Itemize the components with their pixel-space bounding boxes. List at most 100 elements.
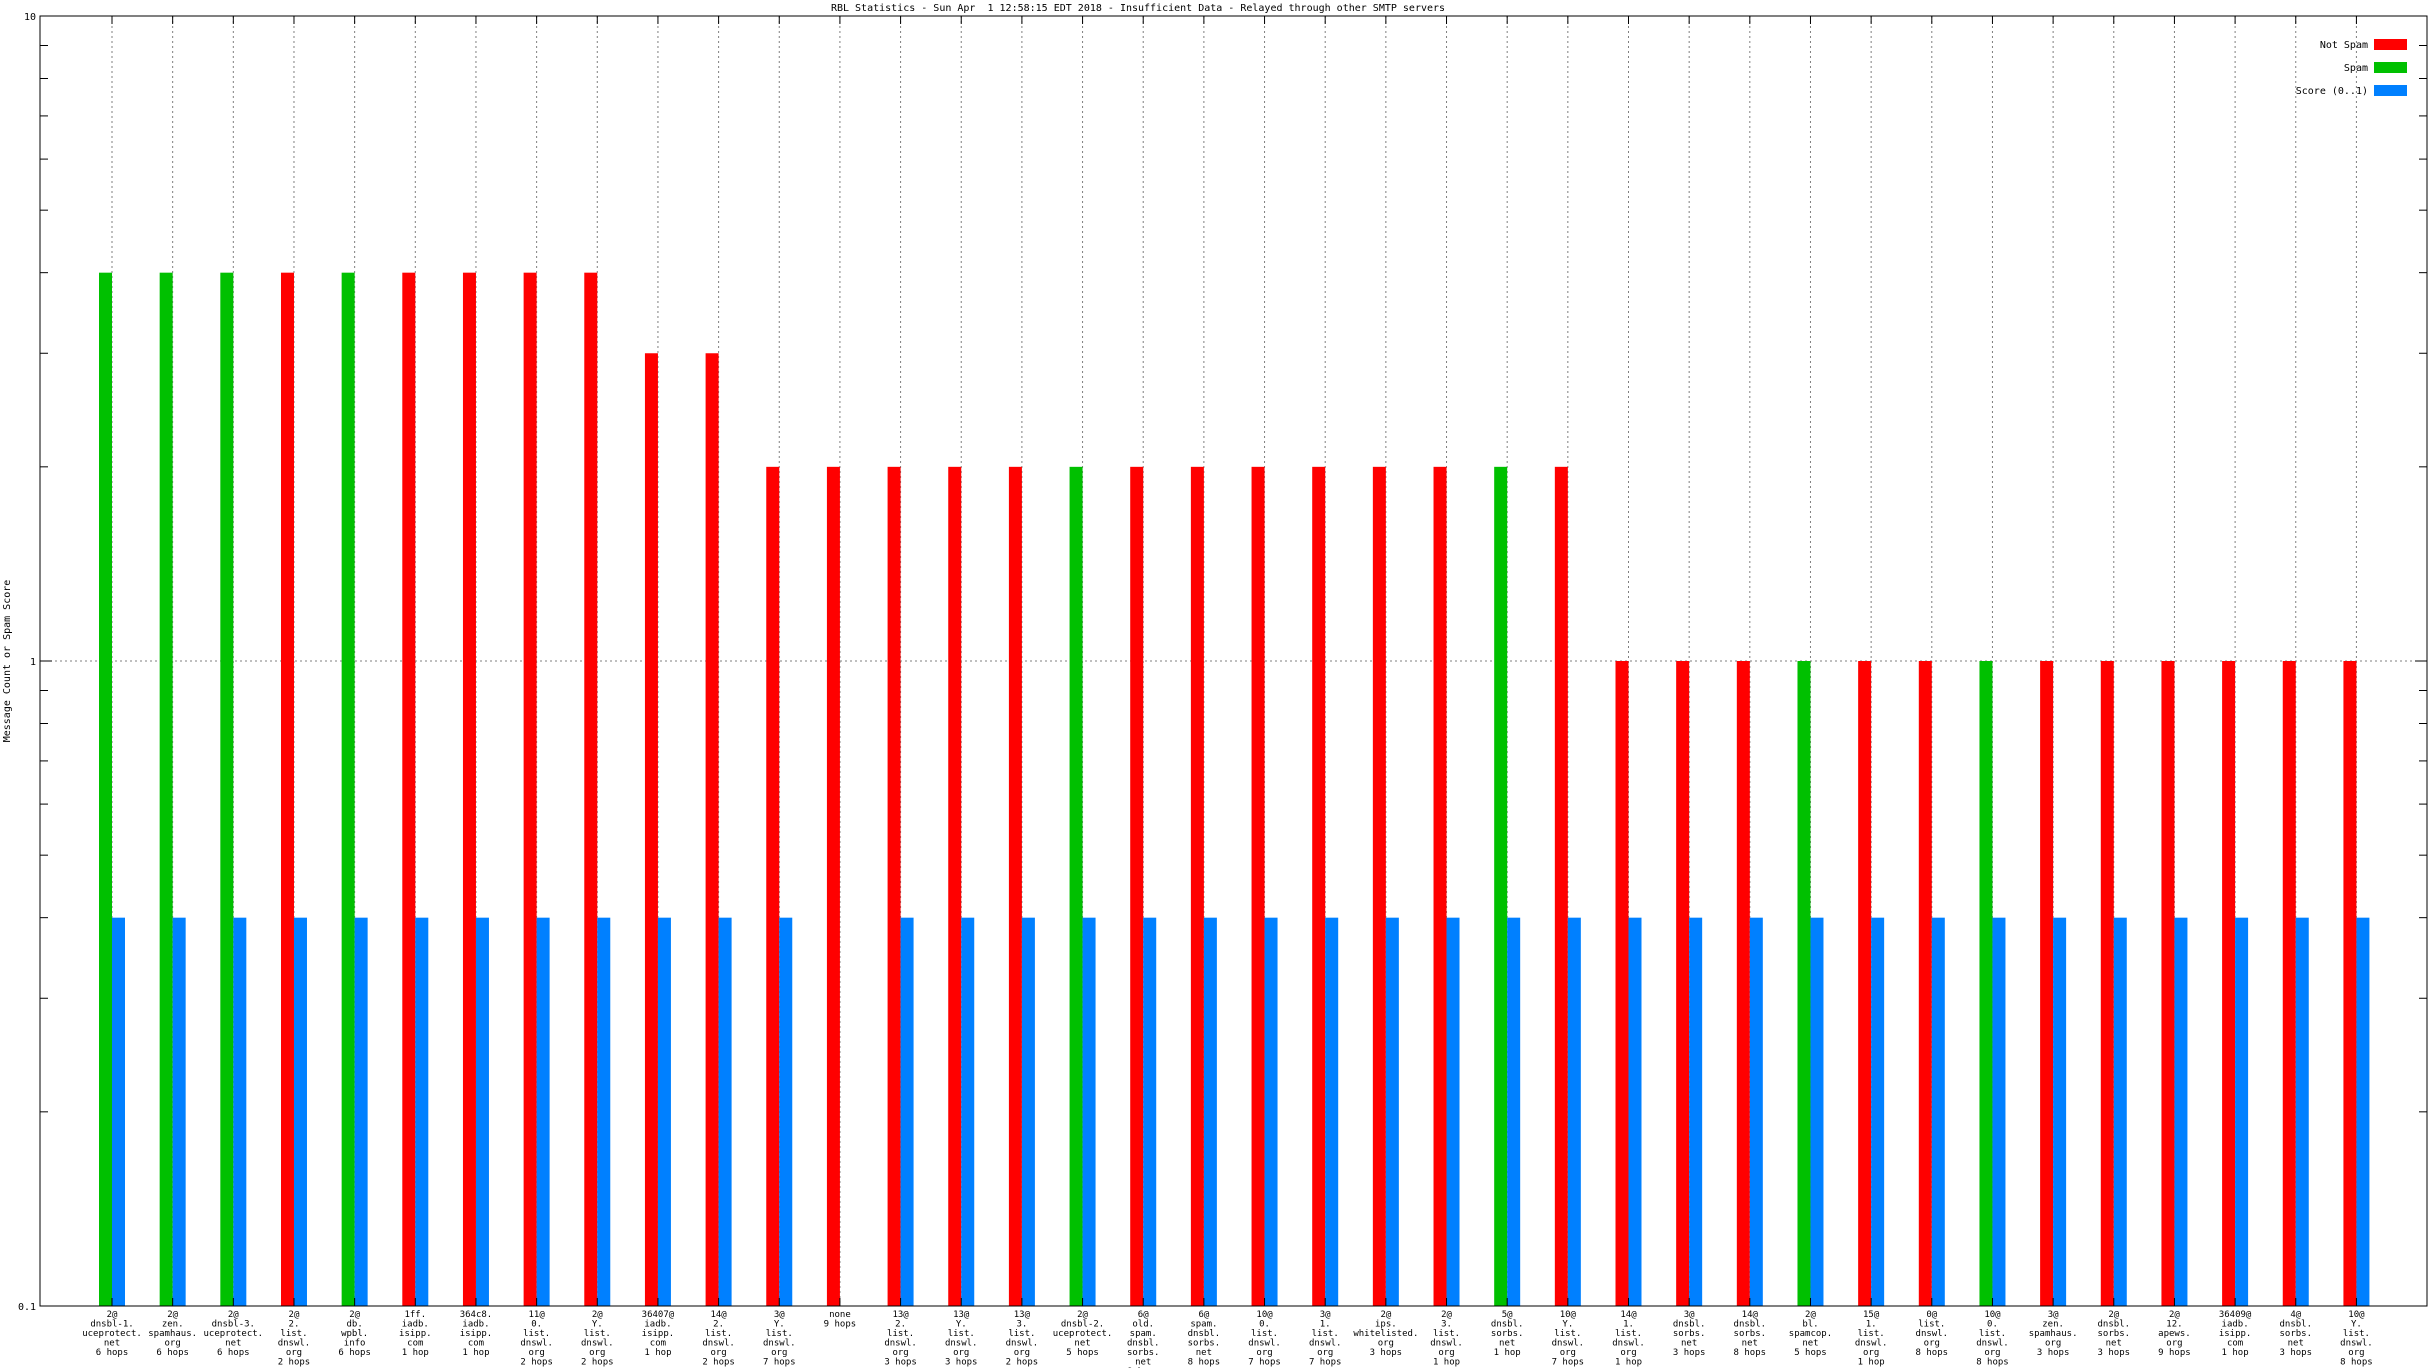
bar-score [1507, 917, 1521, 1306]
bar-not-spam [584, 272, 598, 1307]
x-tick-label-line: spamcop. [1789, 1329, 1832, 1339]
x-tick-label-line: 3@ [1684, 1310, 1695, 1320]
bar-spam [159, 272, 173, 1307]
x-tick-label-line: 3 hops [945, 1358, 978, 1368]
x-tick-label-line: 2@ [2169, 1310, 2180, 1320]
x-tick-label-line: 3. [1441, 1320, 1452, 1330]
x-tick-label-line: isipp. [460, 1329, 493, 1339]
legend-swatch-score [2374, 85, 2407, 96]
x-tick-label-line: net [225, 1339, 241, 1349]
bar-not-spam [644, 353, 658, 1306]
x-tick-label-line: 1 hop [1494, 1348, 1521, 1358]
x-tick-label-line: 8 hops [2340, 1358, 2373, 1368]
x-tick-label-line: 1 hop [462, 1348, 489, 1358]
x-tick-label-line: 10@ [1984, 1310, 2001, 1320]
bar-score [1689, 917, 1703, 1306]
x-tick-label-line: sorbs. [1734, 1329, 1767, 1339]
x-tick-label-line: 14@ [1620, 1310, 1637, 1320]
x-tick-label-line: dnswl. [884, 1339, 917, 1349]
bar-score [1992, 917, 2006, 1306]
bar-score [657, 917, 671, 1306]
x-tick-label-line: spam. [1190, 1320, 1217, 1330]
x-tick-label-line: dnsbl-1. [90, 1320, 133, 1330]
x-tick-label-line: 2@ [1805, 1310, 1816, 1320]
x-tick-label-line: 1. [1623, 1320, 1634, 1330]
bar-not-spam [1372, 466, 1386, 1306]
x-tick-label-line: org [165, 1339, 181, 1349]
x-tick-label-line: org [1256, 1348, 1272, 1358]
x-tick-label-line: dnswl. [1976, 1339, 2009, 1349]
x-tick-label-line: 2. [895, 1320, 906, 1330]
axes-frame-layer [39, 15, 2428, 1307]
x-tick-label-line: list. [1615, 1329, 1642, 1339]
x-tick-label-line: uceprotect. [1053, 1329, 1113, 1339]
bar-not-spam [948, 466, 962, 1306]
bar-not-spam [1190, 466, 1204, 1306]
x-tick-label-line: uceprotect. [204, 1329, 264, 1339]
x-tick-label-line: dnswl. [1552, 1339, 1585, 1349]
bar-score [354, 917, 368, 1306]
x-tick-label-line: 13@ [953, 1310, 970, 1320]
x-tick-label-line: dnswl. [763, 1339, 796, 1349]
x-tick-label-line: 2@ [1380, 1310, 1391, 1320]
x-tick-label-line: dnsbl-3. [212, 1320, 255, 1330]
y-axis-title: Message Count or Spam Score [2, 580, 13, 743]
bar-score [475, 917, 489, 1306]
x-tick-label-line: sorbs. [1127, 1348, 1160, 1358]
bar-score [172, 917, 186, 1306]
x-tick-label-line: 2@ [1441, 1310, 1452, 1320]
x-tick-label-line: 2 hops [702, 1358, 735, 1368]
y-axis-tick-label-10: 10 [24, 12, 36, 23]
x-tick-label-line: whitelisted. [1353, 1329, 1418, 1339]
x-tick-label-line: list. [1918, 1320, 1945, 1330]
bar-score [779, 917, 793, 1306]
x-tick-label-line: 14@ [1742, 1310, 1759, 1320]
x-tick-label-line: org [771, 1348, 787, 1358]
x-tick-label-line: 3 hops [2280, 1348, 2313, 1358]
x-tick-label-line: 6 hops [217, 1348, 250, 1358]
bar-spam [1069, 466, 1083, 1306]
x-tick-label-line: dnsbl-2. [1061, 1320, 1104, 1330]
bar-not-spam [402, 272, 416, 1307]
x-tick-label-line: Y. [956, 1320, 967, 1330]
bar-score [1567, 917, 1581, 1306]
x-tick-label-line: org [1560, 1348, 1576, 1358]
x-tick-label-line: 10@ [2348, 1310, 2365, 1320]
x-tick-label-line: 1 hop [2222, 1348, 2249, 1358]
x-tick-label-line: 2. [289, 1320, 300, 1330]
x-tick-label-line: 1 hop [1433, 1358, 1460, 1368]
x-tick-label-line: 3@ [2048, 1310, 2059, 1320]
x-tick-label-line: zen. [2042, 1320, 2064, 1330]
bar-score [1871, 917, 1885, 1306]
x-tick-label-line: net [104, 1339, 120, 1349]
x-tick-label-line: list. [887, 1329, 914, 1339]
bar-score [1810, 917, 1824, 1306]
x-tick-label-line: list. [523, 1329, 550, 1339]
x-tick-label-line: com [2227, 1339, 2243, 1349]
legend-swatch-not-spam [2374, 39, 2407, 50]
x-tick-label-line: 7 hops [1552, 1358, 1585, 1368]
bar-spam [220, 272, 234, 1307]
x-tick-label-line: list. [584, 1329, 611, 1339]
bar-not-spam [2343, 661, 2357, 1306]
x-tick-label-line: sorbs. [2098, 1329, 2131, 1339]
bar-not-spam [2040, 661, 2054, 1306]
x-tick-label-line: org [2166, 1339, 2182, 1349]
x-tick-label-line: dnsbl. [1127, 1339, 1160, 1349]
x-tick-label-line: 0. [1987, 1320, 1998, 1330]
bar-not-spam [1676, 661, 1690, 1306]
x-tick-label-line: 9 hops [824, 1320, 857, 1330]
x-tick-label-line: 4@ [2290, 1310, 2301, 1320]
x-tick-label-line: org [1863, 1348, 1879, 1358]
x-tick-label-line: 5 hops [1066, 1348, 1099, 1358]
x-tick-label-line: 2 hops [1006, 1358, 1039, 1368]
bar-not-spam [2222, 661, 2236, 1306]
x-tick-label-line: org [1984, 1348, 2000, 1358]
x-tick-label-line: org [1378, 1339, 1394, 1349]
bar-not-spam [826, 466, 840, 1306]
bar-score [536, 917, 550, 1306]
x-tick-label-line: 3. [1016, 1320, 1027, 1330]
